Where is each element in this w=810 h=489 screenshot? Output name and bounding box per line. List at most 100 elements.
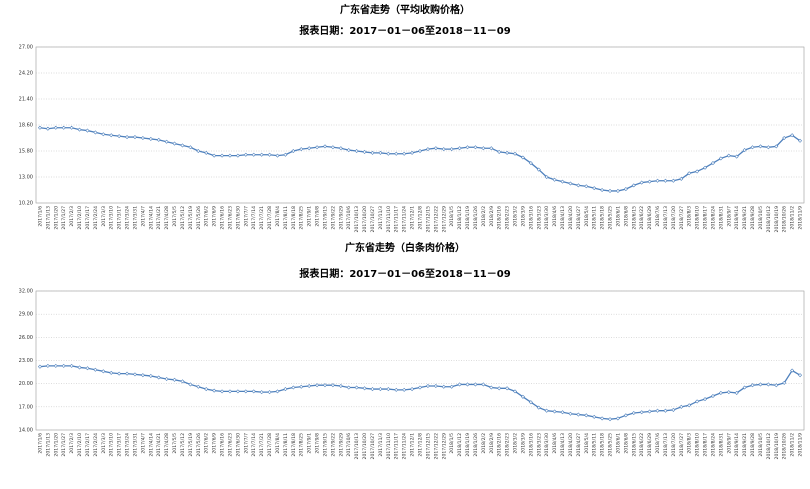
data-point [402,387,407,392]
data-point [362,149,367,154]
data-point [710,393,715,399]
x-tick-label: 2017/9/29 [338,206,344,230]
x-tick-label: 2017/12/15 [425,433,431,460]
x-tick-label: 2017/6/30 [235,433,241,457]
x-tick-label: 2017/11/3 [378,206,384,230]
x-tick-label: 2017/7/7 [243,433,249,454]
x-tick-label: 2018/4/27 [576,433,582,457]
x-tick-label: 2017/1/13 [45,206,51,230]
data-point [330,383,335,388]
x-tick-label: 2017/3/3 [101,433,107,454]
x-tick-label: 2017/4/21 [156,206,162,230]
data-point [370,387,375,392]
data-point [528,400,533,405]
data-point [354,148,359,154]
data-point [552,177,557,182]
data-point [156,375,161,380]
data-point [164,139,169,144]
x-tick-label: 2018/7/20 [671,206,677,230]
x-tick-label: 2017/1/20 [53,206,59,230]
x-tick-label: 2018/5/25 [608,433,614,457]
y-tick-label: 20.00 [19,381,33,387]
data-point [61,125,66,130]
data-point [520,394,525,399]
x-tick-label: 2017/6/30 [235,206,241,230]
data-point [37,125,42,130]
x-tick-label: 2017/5/5 [172,206,178,227]
y-tick-label: 21.40 [19,97,33,103]
data-point [172,141,177,146]
x-tick-label: 2017/6/9 [212,206,218,227]
data-point [243,389,248,394]
x-tick-label: 2018/1/26 [473,206,479,230]
x-tick-label: 2018/10/19 [774,433,780,460]
data-point [37,364,42,369]
data-point [560,410,565,415]
data-point [505,150,510,155]
data-point [172,377,177,382]
data-point [465,145,470,150]
data-point [584,413,589,418]
x-tick-label: 2018/10/5 [758,433,764,457]
x-tick-label: 2018/2/23 [505,433,511,457]
x-tick-label: 2017/8/18 [291,433,297,457]
x-tick-label: 2017/12/1 [410,206,416,230]
x-tick-label: 2018/6/15 [631,433,637,457]
data-point [125,371,130,376]
data-point [410,387,415,392]
x-tick-label: 2018/3/16 [528,433,534,457]
x-tick-label: 2018/1/12 [457,433,463,457]
x-tick-label: 2018/4/20 [568,206,574,230]
x-tick-label: 2017/11/17 [394,433,400,460]
x-tick-label: 2018/8/24 [710,206,716,230]
data-point [592,414,597,419]
data-point [473,382,478,387]
data-point [101,369,106,374]
data-point [679,404,684,409]
x-tick-label: 2017/5/12 [180,206,186,230]
data-point [220,153,225,158]
data-point [267,152,272,157]
data-point [394,387,399,392]
data-point [497,149,502,154]
x-tick-label: 2017/9/22 [330,206,336,230]
x-tick-label: 2018/1/19 [465,433,471,457]
x-tick-label: 2018/6/1 [615,433,621,454]
x-tick-label: 2018/8/3 [687,433,693,454]
chart-title: 广东省走势（平均收购价格） [340,3,470,16]
chart-title: 广东省走势（白条肉价格） [345,241,465,254]
y-tick-label: 23.00 [19,358,33,364]
x-tick-label: 2017/9/15 [322,206,328,230]
data-point [758,144,763,149]
x-tick-label: 2018/11/9 [798,433,804,457]
x-tick-label: 2017/12/8 [418,433,424,457]
data-point [267,390,272,395]
y-tick-label: 15.80 [19,149,33,155]
data-point [338,146,343,151]
data-point [726,390,731,395]
data-point [394,151,399,156]
x-tick-label: 2017/2/3 [69,206,75,227]
data-point [481,146,486,151]
x-tick-label: 2017/1/20 [53,433,59,457]
x-tick-label: 2018/4/27 [576,206,582,230]
data-point [544,408,549,413]
x-tick-label: 2018/9/7 [726,206,732,227]
data-point [212,388,217,393]
x-tick-label: 2017/11/3 [378,433,384,457]
x-tick-label: 2018/6/15 [631,206,637,230]
data-point [299,147,304,152]
x-tick-label: 2018/9/28 [750,206,756,230]
data-point [283,152,288,157]
data-point [188,382,193,387]
x-tick-label: 2018/2/16 [497,206,503,230]
x-tick-label: 2017/12/8 [418,206,424,230]
x-tick-label: 2018/8/17 [703,433,709,457]
x-tick-label: 2017/9/1 [307,433,313,454]
data-point [251,152,256,157]
data-point [93,367,98,372]
data-point [703,165,708,170]
x-tick-label: 2018/9/21 [742,206,748,230]
x-tick-label: 2018/5/4 [584,433,590,454]
x-tick-label: 2018/7/13 [663,433,669,457]
